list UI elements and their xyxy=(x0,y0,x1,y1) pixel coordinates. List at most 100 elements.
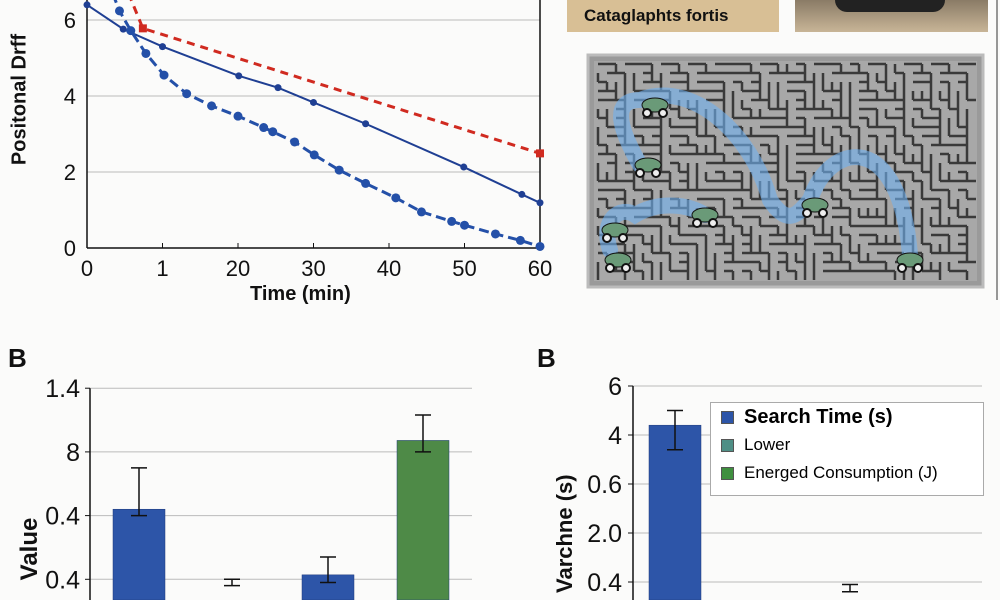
legend-swatch xyxy=(721,466,734,480)
series-solid xyxy=(83,1,544,207)
robot-icon xyxy=(896,252,924,273)
y-tick-label: 0.4 xyxy=(45,503,80,531)
robot-icon xyxy=(691,207,719,228)
robot-wheel xyxy=(897,263,907,273)
data-point xyxy=(290,137,300,147)
y-tick-label: 0.4 xyxy=(45,566,80,594)
data-point xyxy=(274,84,282,92)
data-point xyxy=(159,70,169,80)
robot-wheel xyxy=(621,263,631,273)
y-tick-label: 0 xyxy=(64,236,76,261)
legend-label: Search Time (s) xyxy=(744,405,893,428)
legend: Search Time (s) Lower Energed Consumptio… xyxy=(710,402,984,496)
bar xyxy=(648,424,702,600)
y-tick-label: 1.4 xyxy=(45,375,80,403)
robot-wheel xyxy=(605,263,615,273)
legend-label: Lower xyxy=(744,435,791,454)
legend-item: Search Time (s) xyxy=(711,403,983,431)
data-point xyxy=(126,26,136,36)
panel-letter: B xyxy=(8,343,27,373)
y-tick-label: 2.0 xyxy=(587,520,622,548)
y-tick-label: 8 xyxy=(66,439,80,467)
data-point xyxy=(361,178,371,188)
y-axis-label: Value xyxy=(16,517,43,581)
data-point xyxy=(536,199,544,207)
data-point xyxy=(310,98,317,106)
legend-swatch xyxy=(721,438,734,452)
legend-item: Energed Consumption (J) xyxy=(711,459,983,487)
data-point xyxy=(259,123,269,133)
data-point xyxy=(518,190,526,198)
data-point xyxy=(235,72,243,80)
maze-illustration xyxy=(586,53,985,289)
robot-photo xyxy=(795,0,988,32)
error-bar xyxy=(415,414,431,453)
data-point xyxy=(141,48,151,58)
y-tick-label: 0.6 xyxy=(587,471,622,499)
panel-letter: B xyxy=(537,343,556,373)
data-point xyxy=(535,241,545,251)
series-dashed xyxy=(129,0,544,158)
data-point xyxy=(233,111,243,121)
y-axis-label: Positonal Drff xyxy=(8,33,31,166)
y-tick-label: 2 xyxy=(64,160,76,185)
x-tick-label: 30 xyxy=(301,256,325,281)
x-tick-label: 0 xyxy=(81,256,93,281)
error-bar xyxy=(224,578,240,587)
data-point xyxy=(182,89,192,99)
y-tick-label: 6 xyxy=(608,373,622,401)
robot-wheel xyxy=(635,168,645,178)
data-point xyxy=(362,120,370,128)
data-point xyxy=(83,1,91,9)
robot-icon xyxy=(641,97,669,118)
data-point xyxy=(119,25,127,33)
data-point xyxy=(268,127,278,137)
data-point xyxy=(114,6,124,16)
data-point xyxy=(159,43,166,51)
data-point xyxy=(460,163,468,171)
bar xyxy=(396,440,450,600)
legend-item: Lower xyxy=(711,431,983,459)
legend-swatch xyxy=(721,410,734,424)
data-point xyxy=(416,207,426,217)
robot-wheel xyxy=(618,233,628,243)
y-tick-label: 6 xyxy=(64,8,76,33)
y-axis-label: Varchne (s) xyxy=(552,474,577,593)
series-line xyxy=(129,0,541,155)
robot-wheel xyxy=(692,218,702,228)
error-bar xyxy=(842,583,858,593)
data-point xyxy=(460,220,469,230)
data-point xyxy=(536,149,544,158)
data-point xyxy=(138,24,147,33)
data-point xyxy=(309,150,319,160)
data-point xyxy=(207,101,217,111)
robot-wheel xyxy=(802,208,812,218)
robot-wheel xyxy=(913,263,923,273)
ant-photo: Cataglaphts fortis xyxy=(567,0,779,32)
x-tick-label: 60 xyxy=(528,256,552,281)
error-bar xyxy=(320,556,336,584)
robot-wheel xyxy=(651,168,661,178)
error-bar xyxy=(667,409,683,451)
y-tick-label: 4 xyxy=(64,84,76,109)
series-line xyxy=(113,0,541,248)
bar xyxy=(112,508,166,600)
photo-caption: Cataglaphts fortis xyxy=(584,6,729,25)
data-point xyxy=(515,235,525,245)
robot-icon xyxy=(604,252,632,273)
series-dashed-markers xyxy=(113,0,545,251)
data-point xyxy=(334,165,344,175)
x-tick-label: 40 xyxy=(377,256,401,281)
data-point xyxy=(391,193,401,203)
x-axis-label: Time (min) xyxy=(250,283,351,305)
x-tick-label: 20 xyxy=(226,256,250,281)
x-tick-label: 1 xyxy=(156,256,168,281)
series-line xyxy=(86,3,541,204)
y-tick-label: 4 xyxy=(608,422,622,450)
error-bar xyxy=(131,467,147,517)
robot-wheel xyxy=(835,0,945,12)
legend-label: Energed Consumption (J) xyxy=(744,463,938,482)
data-point xyxy=(490,229,500,239)
robot-icon xyxy=(634,157,662,178)
